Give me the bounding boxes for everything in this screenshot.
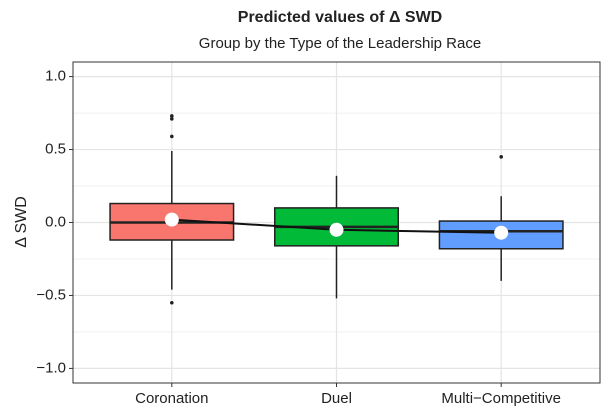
y-tick-label: 1.0 [45, 68, 66, 85]
chart-title: Predicted values of Δ SWD [238, 9, 442, 26]
x-tick-label: Duel [321, 390, 352, 407]
y-tick-label: −0.5 [36, 286, 66, 303]
panel-border [72, 61, 601, 384]
y-tick-label: 0.0 [45, 213, 66, 230]
mean-point [329, 222, 344, 237]
outlier [499, 155, 503, 159]
outlier [170, 117, 174, 121]
chart-subtitle: Group by the Type of the Leadership Race [199, 35, 481, 52]
y-tick-label: 0.5 [45, 141, 66, 158]
mean-point [494, 225, 509, 240]
mean-point [164, 212, 179, 227]
y-axis-label: Δ SWD [13, 196, 30, 248]
x-tick-label: Coronation [135, 390, 208, 407]
outlier [170, 300, 174, 305]
x-tick-label: Multi−Competitive [441, 390, 561, 407]
y-tick-label: −1.0 [36, 359, 66, 376]
outlier [170, 134, 174, 139]
outlier [170, 114, 174, 118]
